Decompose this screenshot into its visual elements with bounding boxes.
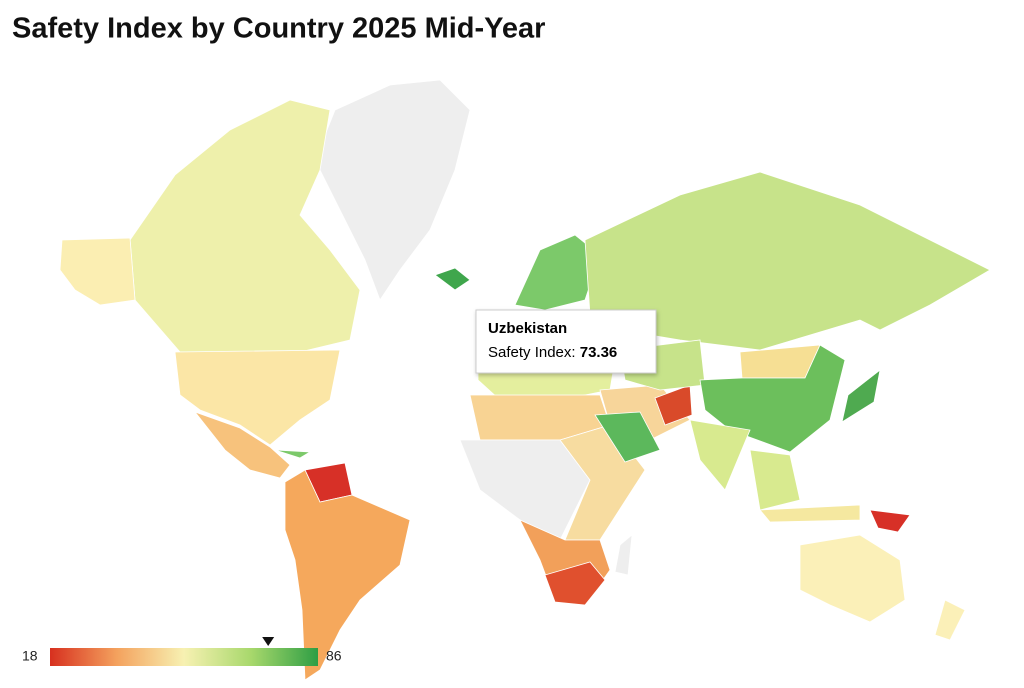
legend: 18 86 (22, 637, 342, 666)
new-zealand (934, 599, 966, 641)
map-title: Safety Index by Country 2025 Mid-Year (12, 13, 545, 45)
indonesia (759, 504, 861, 523)
madagascar (614, 534, 633, 576)
alaska (59, 237, 136, 306)
saudi-arabia (594, 411, 661, 463)
legend-min: 18 (22, 648, 38, 664)
world-map (59, 79, 991, 681)
tooltip-value: Safety Index: 73.36 (488, 344, 617, 361)
canada (129, 99, 361, 353)
afghanistan (654, 384, 693, 426)
china (699, 344, 846, 453)
legend-marker (262, 637, 275, 646)
color-scale (50, 648, 318, 666)
tooltip-box (475, 309, 657, 374)
south-africa (544, 561, 606, 606)
south-america (284, 469, 411, 681)
cuba (274, 449, 312, 459)
tooltip (475, 309, 657, 374)
southeast-asia (749, 449, 801, 511)
greenland (314, 79, 471, 301)
iceland (434, 267, 471, 291)
papua-new-guinea (869, 509, 911, 533)
legend-max: 86 (326, 648, 342, 664)
tooltip-label: Safety Index: (488, 344, 576, 361)
tooltip-country: Uzbekistan (488, 320, 567, 337)
japan (841, 369, 881, 423)
australia (799, 534, 906, 623)
tooltip-number: 73.36 (580, 344, 618, 361)
mexico (193, 411, 291, 479)
usa (174, 349, 341, 446)
india (689, 419, 751, 491)
